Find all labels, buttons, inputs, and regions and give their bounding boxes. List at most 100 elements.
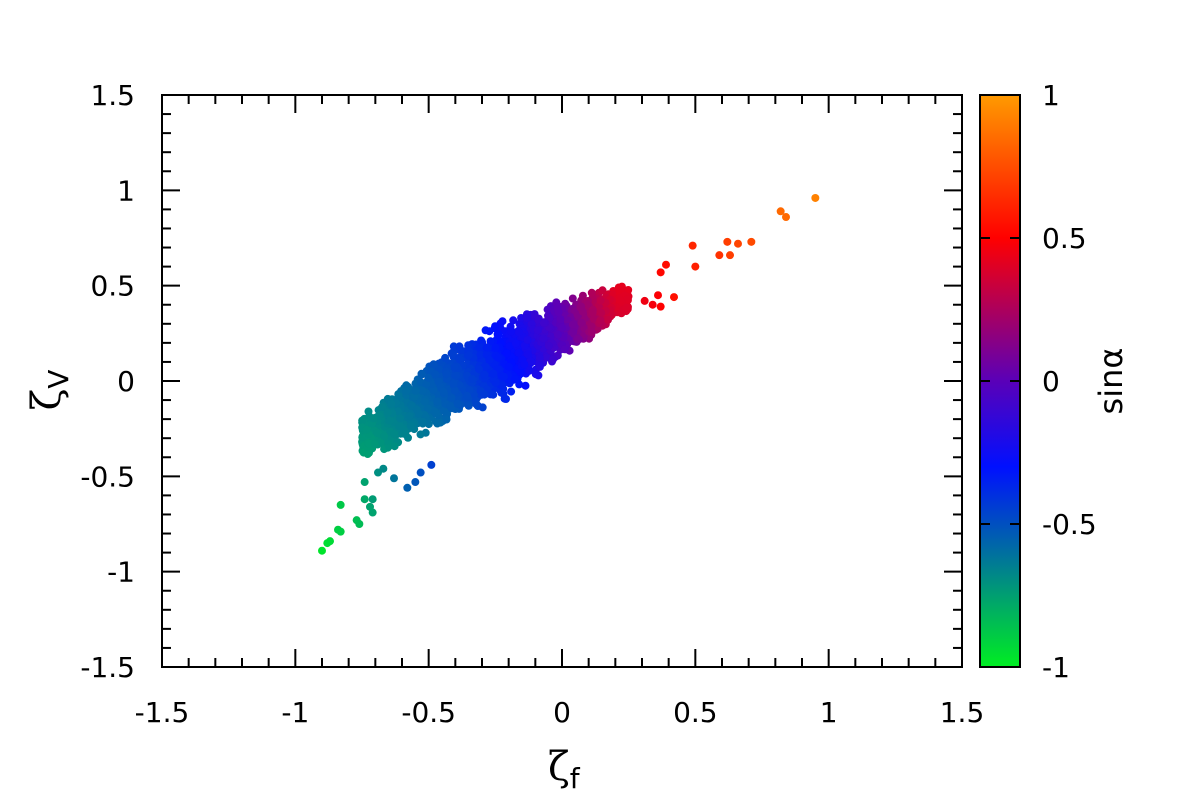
data-point	[483, 343, 492, 352]
data-point	[511, 339, 520, 348]
data-point	[656, 268, 665, 277]
x-tick-label: -1.5	[135, 696, 190, 729]
data-point	[544, 341, 553, 350]
data-point	[434, 377, 443, 386]
data-point	[336, 500, 345, 509]
data-point	[587, 288, 596, 297]
colorbar-tick-label: 0	[1042, 365, 1060, 398]
data-point	[370, 440, 379, 448]
data-point	[574, 335, 583, 344]
data-point	[654, 291, 662, 300]
data-point	[359, 448, 368, 457]
y-tick-label: 1.5	[90, 79, 135, 112]
data-point	[588, 308, 597, 317]
data-point	[523, 335, 532, 344]
data-point	[596, 296, 605, 305]
data-point	[464, 341, 473, 350]
data-point	[441, 353, 450, 362]
data-point	[485, 327, 494, 336]
data-point	[535, 353, 544, 362]
data-point	[476, 350, 485, 359]
data-point	[542, 353, 551, 362]
data-point	[380, 432, 389, 441]
data-point	[523, 350, 532, 359]
data-point	[670, 293, 678, 302]
data-point	[417, 370, 426, 379]
data-point	[390, 474, 398, 483]
data-point	[429, 386, 438, 394]
data-point	[433, 397, 442, 406]
y-axis-title: ζV	[24, 370, 75, 411]
data-point	[355, 520, 364, 528]
data-point	[386, 416, 395, 425]
data-point	[597, 308, 606, 317]
data-point	[543, 305, 552, 314]
colorbar-tick-label: 1	[1042, 79, 1060, 112]
data-point	[662, 260, 670, 269]
data-point	[497, 381, 506, 390]
data-points	[318, 193, 820, 555]
colorbar-tick-label: -1	[1042, 651, 1070, 684]
data-point	[506, 327, 515, 336]
data-point	[422, 380, 431, 389]
data-point	[464, 401, 473, 410]
data-point	[358, 416, 367, 425]
x-tick-label: 0	[553, 696, 571, 729]
data-point	[416, 430, 425, 439]
data-point	[463, 391, 471, 400]
data-point	[387, 400, 396, 408]
data-point	[485, 355, 494, 364]
data-point	[430, 407, 439, 416]
data-point	[553, 330, 562, 339]
data-point	[533, 326, 542, 335]
data-point	[715, 251, 724, 260]
data-point	[390, 442, 399, 451]
data-point	[578, 291, 587, 300]
y-tick-label: -1.5	[80, 651, 135, 684]
y-tick-label: -0.5	[80, 460, 135, 493]
data-point	[554, 308, 563, 317]
x-tick-label: -0.5	[401, 696, 456, 729]
data-point	[364, 407, 373, 416]
data-point	[396, 414, 405, 423]
data-point	[405, 412, 414, 420]
data-point	[522, 314, 531, 323]
data-point	[401, 430, 410, 439]
data-point	[776, 207, 785, 216]
data-point	[514, 348, 523, 357]
data-point	[450, 363, 459, 372]
data-point	[411, 386, 420, 395]
data-point	[497, 388, 506, 397]
data-point	[442, 370, 451, 379]
data-point	[468, 375, 477, 383]
data-point	[587, 328, 596, 336]
data-point	[500, 372, 508, 381]
data-point	[577, 318, 586, 327]
data-point	[411, 478, 420, 487]
x-tick-label: 0.5	[673, 696, 718, 729]
data-point	[596, 316, 605, 325]
colorbar-ticks: -1 -0.5 0 0.5 1	[980, 79, 1097, 684]
x-tick-label: 1	[820, 696, 838, 729]
data-point	[811, 193, 820, 202]
y-tick-label: 0.5	[90, 270, 135, 303]
data-point	[726, 251, 734, 260]
data-point	[648, 300, 657, 309]
data-point	[414, 409, 423, 418]
data-point	[747, 237, 756, 246]
data-point	[464, 351, 473, 360]
data-point	[394, 392, 403, 400]
data-point	[418, 386, 427, 395]
y-axis-ticks: -1.5 -1 -0.5 0 0.5 1 1.5	[80, 79, 962, 684]
data-point	[336, 527, 345, 536]
x-axis-title: ζf	[548, 744, 581, 795]
data-point	[478, 403, 487, 412]
data-point	[486, 337, 495, 346]
data-point	[494, 330, 503, 339]
data-point	[378, 402, 387, 411]
colorbar-title: sinα	[1092, 348, 1130, 415]
data-point	[526, 357, 535, 366]
data-point	[383, 408, 392, 417]
colorbar-tick-label: 0.5	[1042, 222, 1087, 255]
data-point	[723, 237, 732, 246]
